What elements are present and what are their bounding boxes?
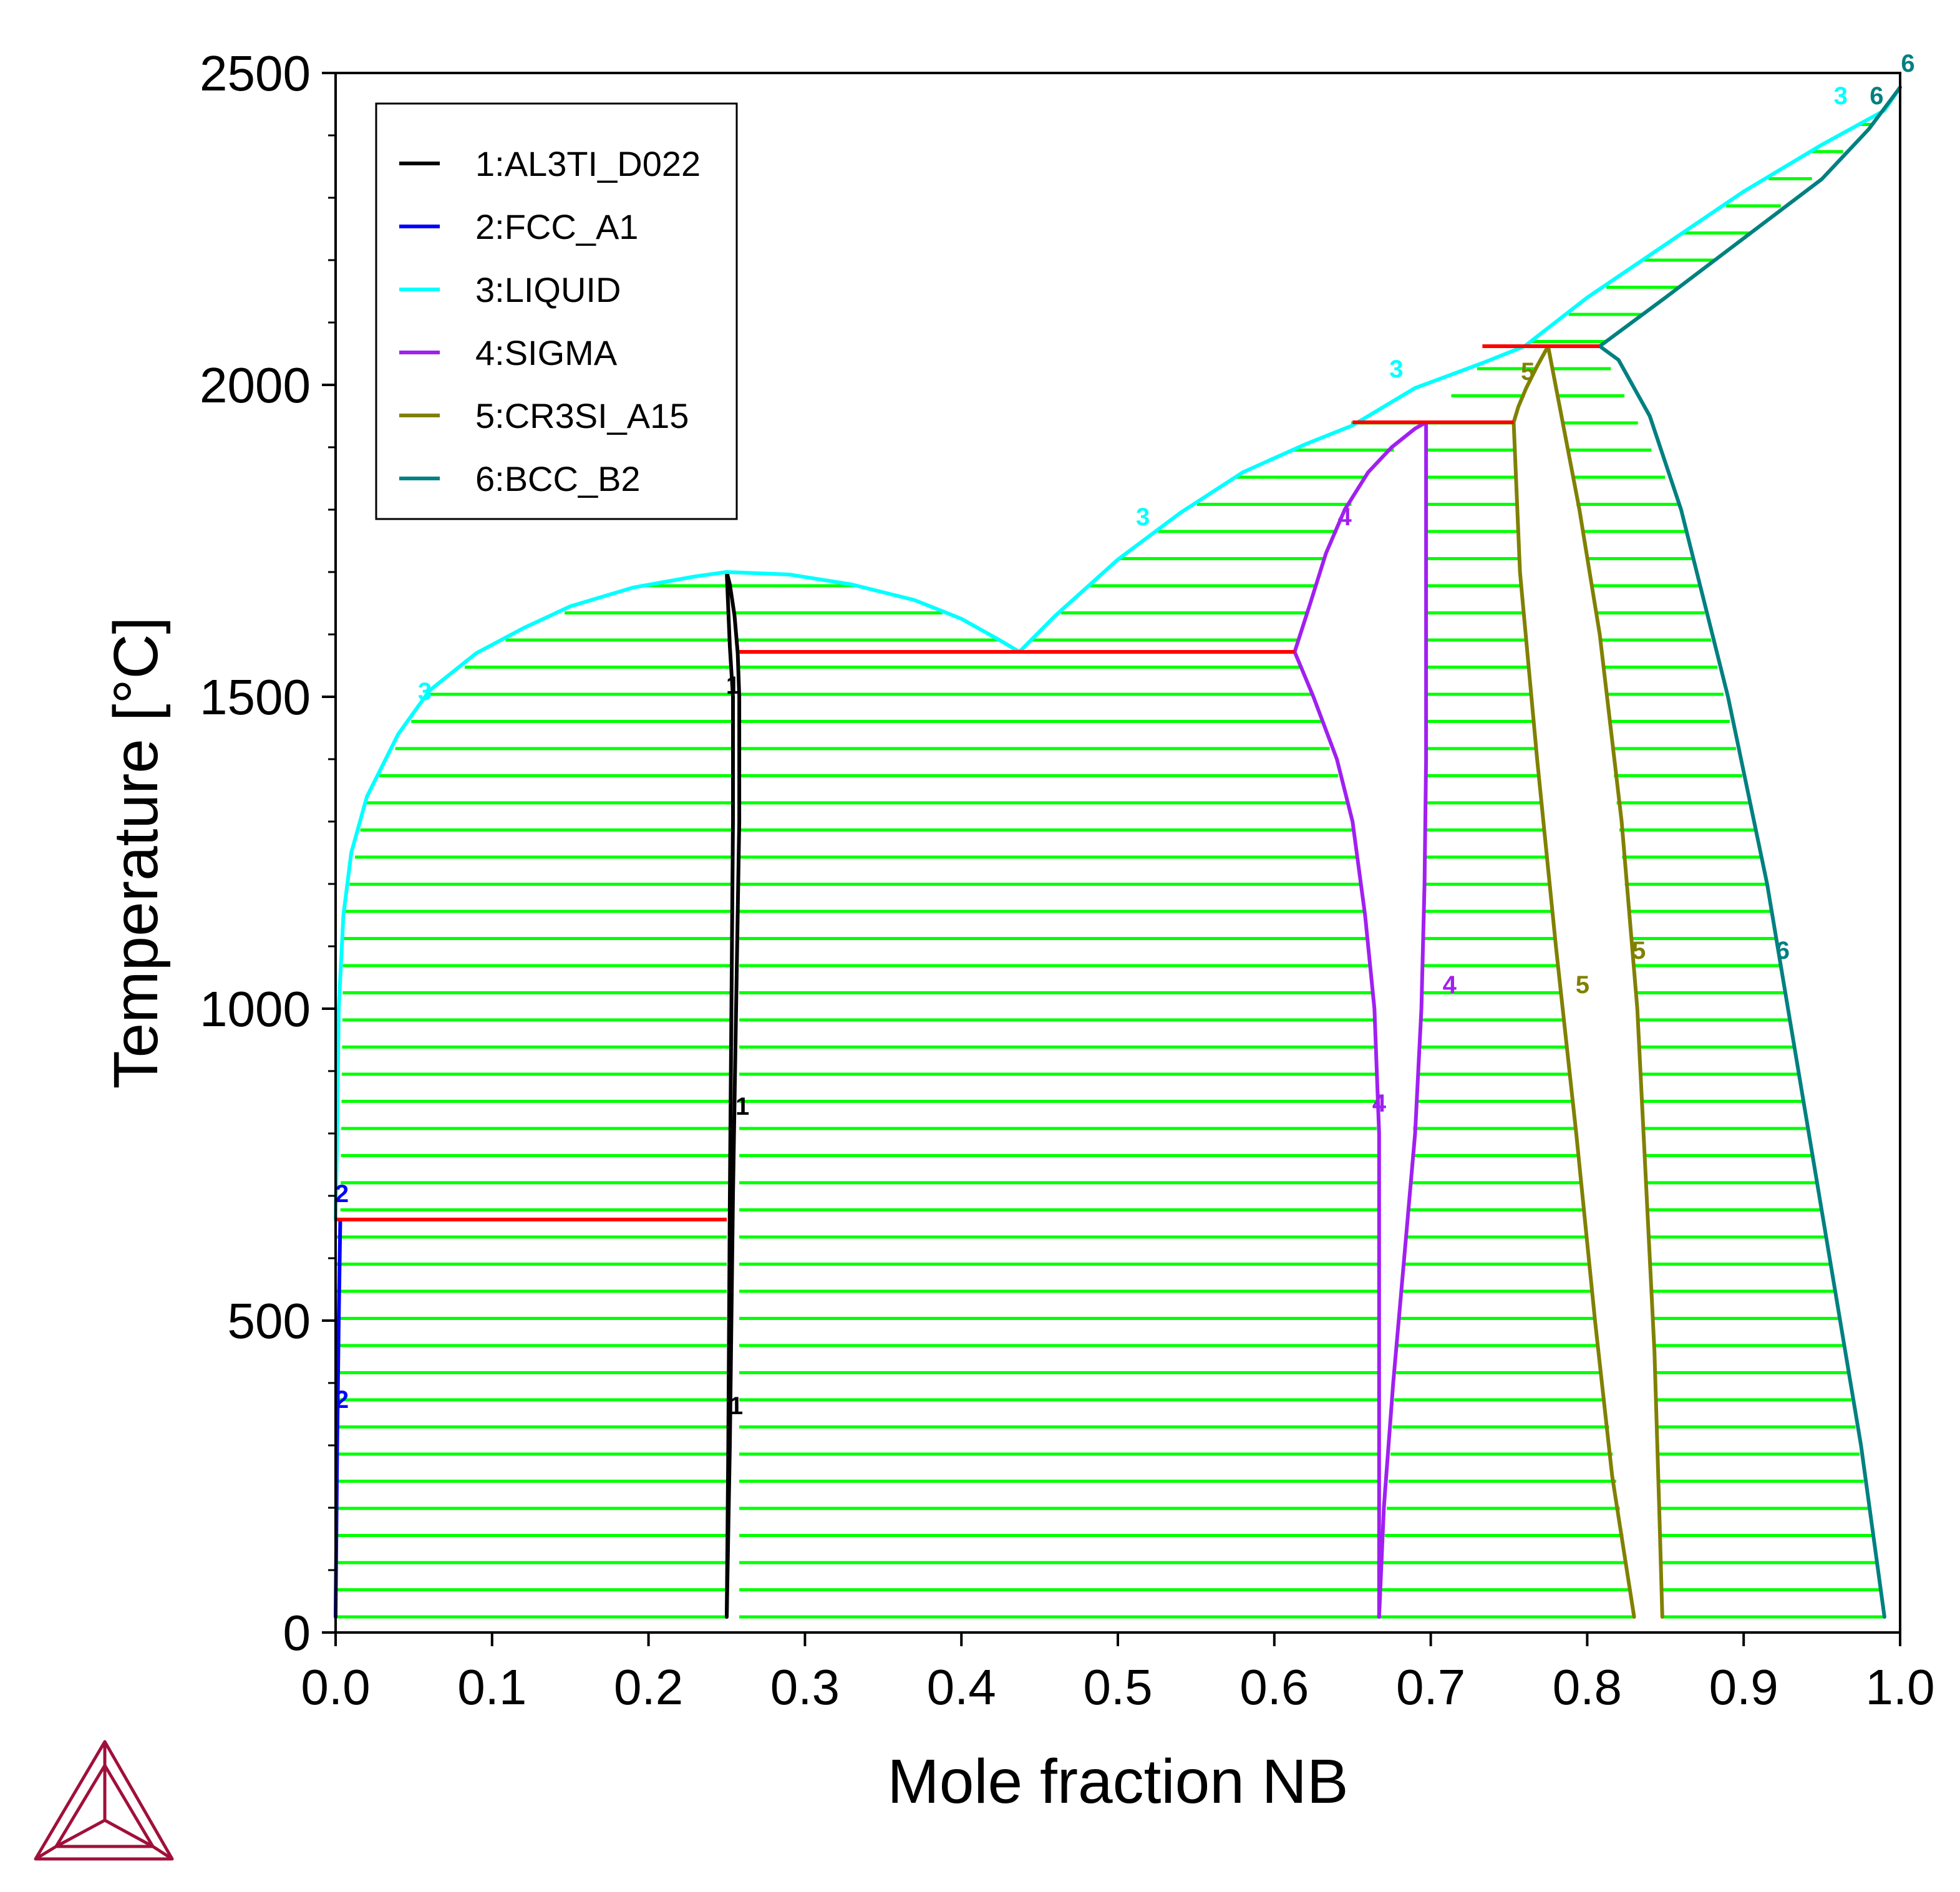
y-tick-label: 0 bbox=[283, 1605, 311, 1661]
boundary-4-sigma bbox=[1293, 650, 1381, 1619]
x-tick-label: 0.3 bbox=[770, 1659, 840, 1715]
y-tick-label: 2000 bbox=[200, 357, 311, 413]
curve-label: 1 bbox=[726, 672, 740, 699]
boundary-6-bcc-b2 bbox=[1598, 344, 1886, 1619]
boundary-4-sigma bbox=[1293, 420, 1429, 654]
legend-items: 1:AL3TI_D022 2:FCC_A1 3:LIQUID 4:SIGMA 5:CR3… bbox=[399, 144, 701, 498]
x-tick-label: 0.8 bbox=[1553, 1659, 1622, 1715]
x-tick-label: 0.2 bbox=[614, 1659, 683, 1715]
curve-label: 6 bbox=[1870, 82, 1883, 110]
curve-label: 6 bbox=[1776, 937, 1790, 964]
curve-label: 2 bbox=[335, 1386, 349, 1414]
y-tick-label: 500 bbox=[228, 1293, 311, 1349]
legend-label: 5:CR3SI_A15 bbox=[475, 396, 689, 435]
boundary-4-sigma bbox=[1377, 420, 1429, 1619]
boundary-6-bcc-b2 bbox=[1598, 85, 1902, 348]
thermo-calc-logo-icon bbox=[34, 1740, 174, 1861]
boundary-3-liquid bbox=[334, 85, 1902, 1221]
curve-label: 5 bbox=[1632, 937, 1646, 964]
x-tick-label: 0.7 bbox=[1396, 1659, 1465, 1715]
curve-label: 5 bbox=[1521, 358, 1535, 386]
legend-label: 3:LIQUID bbox=[475, 270, 621, 309]
curve-label: 3 bbox=[1136, 503, 1150, 531]
y-axis: 0 500 1000 1500 2000 2500 bbox=[200, 46, 336, 1661]
curve-label: 1 bbox=[729, 1392, 743, 1420]
legend-box bbox=[375, 102, 738, 520]
curve-label: 4 bbox=[1443, 971, 1457, 999]
curve-label: 4 bbox=[1372, 1090, 1387, 1117]
boundary-1-al3ti-d022 bbox=[725, 570, 742, 1619]
x-tick-label: 1.0 bbox=[1865, 1659, 1934, 1715]
legend-label: 4:SIGMA bbox=[475, 333, 618, 372]
x-axis: 0.0 0.1 0.2 0.3 0.4 0.5 0.6 0.7 0.8 0.9 1.0 bbox=[301, 1632, 1935, 1715]
x-tick-label: 0.0 bbox=[301, 1659, 370, 1715]
x-tick-label: 0.6 bbox=[1240, 1659, 1309, 1715]
y-axis-title: Temperature [°C] bbox=[101, 617, 171, 1089]
y-tick-label: 1000 bbox=[200, 981, 311, 1037]
boundary-5-cr3si-a15 bbox=[1546, 344, 1664, 1619]
curve-label: 3 bbox=[1834, 82, 1848, 110]
phase-boundary-layer bbox=[334, 85, 1902, 1619]
curve-label: 3 bbox=[1389, 356, 1403, 383]
curve-label: 1 bbox=[735, 1093, 749, 1120]
x-axis-title: Mole fraction NB bbox=[887, 1747, 1348, 1817]
boundary-5-cr3si-a15 bbox=[1511, 420, 1636, 1619]
curve-label: 2 bbox=[335, 1180, 349, 1208]
boundary-5-cr3si-a15 bbox=[1511, 344, 1550, 424]
legend-label: 1:AL3TI_D022 bbox=[475, 144, 701, 183]
x-tick-label: 0.9 bbox=[1709, 1659, 1778, 1715]
boundary-1-al3ti-d022 bbox=[725, 570, 735, 1619]
curve-label: 4 bbox=[1338, 503, 1352, 531]
y-tick-label: 1500 bbox=[200, 669, 311, 725]
x-tick-label: 0.4 bbox=[927, 1659, 996, 1715]
curve-label: 6 bbox=[1901, 50, 1914, 77]
invariant-line-layer bbox=[336, 344, 1600, 1221]
curve-label: 3 bbox=[418, 678, 432, 706]
legend-label: 2:FCC_A1 bbox=[475, 207, 638, 246]
legend-label: 6:BCC_B2 bbox=[475, 459, 641, 498]
curve-label: 5 bbox=[1576, 971, 1589, 999]
x-tick-label: 0.5 bbox=[1083, 1659, 1152, 1715]
y-tick-label: 2500 bbox=[200, 46, 311, 101]
tie-line-layer bbox=[336, 123, 1885, 1619]
x-tick-label: 0.1 bbox=[457, 1659, 526, 1715]
legend: 1:AL3TI_D022 2:FCC_A1 3:LIQUID 4:SIGMA 5:CR3… bbox=[375, 102, 738, 520]
